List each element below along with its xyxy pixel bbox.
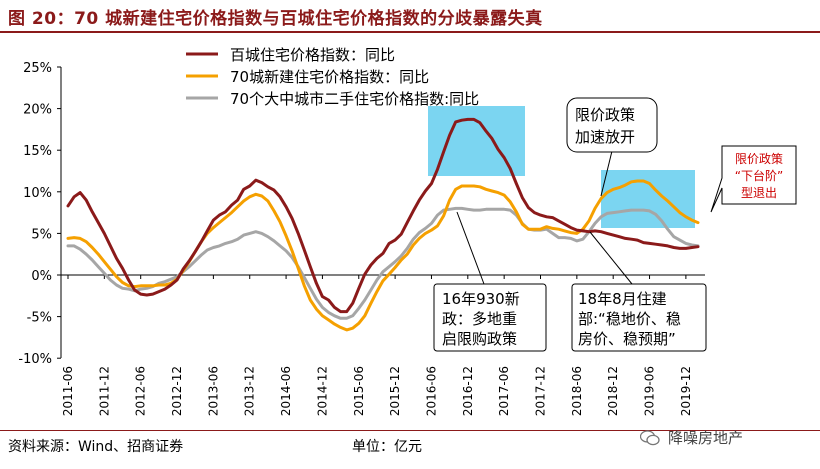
- brand-name: 降噪房地产: [668, 429, 744, 447]
- x-tick-label: 2014-12: [315, 366, 329, 416]
- x-tick-label: 2015-06: [352, 366, 366, 416]
- legend: 百城住宅价格指数：同比 70城新建住宅价格指数：同比 70个大中城市二手住宅价格…: [186, 46, 479, 108]
- annotation-step-line3: 型退出: [741, 186, 777, 200]
- legend-label-100city: 百城住宅价格指数：同比: [230, 46, 395, 64]
- y-tick-label: 10%: [23, 186, 52, 201]
- x-tick-label: 2016-12: [461, 366, 475, 416]
- y-tick-label: -10%: [18, 352, 52, 367]
- annotation-0818-line2: 部:“稳地价、稳: [578, 310, 681, 328]
- y-axis-ticks: 25% 20% 15% 10% 5% 0% -5% -10%: [18, 61, 61, 367]
- wechat-icon: [640, 429, 660, 445]
- x-tick-label: 2019-06: [643, 366, 657, 416]
- x-tick-label: 2014-06: [279, 366, 293, 416]
- annotation-step-line1: 限价政策: [735, 152, 783, 166]
- x-tick-label: 2019-12: [679, 366, 693, 416]
- x-tick-label: 2012-06: [134, 366, 148, 416]
- legend-label-70new: 70城新建住宅价格指数：同比: [230, 68, 429, 86]
- highlight-box-2016: [428, 106, 525, 176]
- y-tick-label: 5%: [31, 227, 52, 242]
- series-line-70second: [66, 206, 700, 320]
- annotation-930-line2: 政：多地重: [442, 310, 517, 328]
- annotation-step-down: 限价政策 “下台阶” 型退出: [710, 145, 797, 213]
- callout-pointer-acc: [600, 150, 613, 197]
- annotation-0818-line3: 房价、稳预期”: [578, 330, 676, 348]
- brand-watermark: 降噪房地产: [640, 427, 743, 448]
- x-tick-label: 2013-12: [243, 366, 257, 416]
- x-tick-label: 2012-12: [170, 366, 184, 416]
- annotation-930-line1: 16年930新: [442, 290, 520, 308]
- annotation-step-line2: “下台阶”: [735, 168, 783, 183]
- y-tick-label: 20%: [23, 103, 52, 118]
- annotation-0818-line1: 18年8月住建: [578, 290, 667, 308]
- x-tick-label: 2017-06: [497, 366, 511, 416]
- y-tick-label: 25%: [23, 61, 52, 76]
- line-chart: 25%20%15%10%5%0%-5%-10% 2011-06 2011-12 20…: [18, 46, 797, 416]
- annotation-930-line3: 启限购政策: [442, 330, 517, 348]
- series-layer: [66, 117, 700, 332]
- footer-divider: [0, 430, 820, 431]
- callout-pointer-0818: [589, 231, 633, 285]
- x-tick-label: 2017-12: [534, 366, 548, 416]
- y-tick-label: 15%: [23, 144, 52, 159]
- highlight-box-2019: [601, 170, 695, 228]
- x-tick-label: 2018-06: [570, 366, 584, 416]
- y-tick-label: -5%: [27, 311, 52, 326]
- x-axis-ticks: 2011-06 2011-12 2012-06 2012-12 2013-06 2013-…: [61, 275, 693, 416]
- chart-title: 图 20：70 城新建住宅价格指数与百城住宅价格指数的分歧暴露失真: [8, 9, 543, 29]
- x-tick-label: 2018-12: [606, 366, 620, 416]
- annotation-acc-line1: 限价政策: [575, 106, 635, 124]
- annotation-acc-line2: 加速放开: [575, 128, 635, 146]
- x-tick-label: 2015-12: [388, 366, 402, 416]
- x-tick-label: 2011-12: [97, 366, 111, 416]
- title-divider: [0, 31, 820, 33]
- x-tick-label: 2011-06: [61, 366, 75, 416]
- annotation-2018-aug: 18年8月住建 部:“稳地价、稳 房价、稳预期”: [571, 283, 707, 352]
- annotation-930-policy: 16年930新 政：多地重 启限购政策: [433, 283, 547, 352]
- legend-label-70second: 70个大中城市二手住宅价格指数:同比: [230, 90, 479, 108]
- x-tick-label: 2013-06: [206, 366, 220, 416]
- unit-note: 单位：亿元: [352, 439, 422, 455]
- annotation-accelerate: 限价政策 加速放开: [566, 97, 658, 153]
- x-tick-label: 2016-06: [424, 366, 438, 416]
- series-line-100city: [66, 117, 700, 314]
- callout-pointer-930: [456, 211, 485, 285]
- source-note: 资料来源：Wind、招商证券: [8, 439, 184, 455]
- y-tick-label: 0%: [31, 269, 52, 284]
